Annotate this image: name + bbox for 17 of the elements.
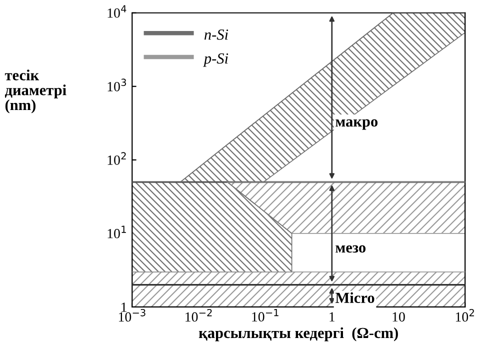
x-tick-label: 10$^{−2}$ bbox=[186, 308, 212, 322]
x-tick-label: 10 bbox=[392, 312, 405, 322]
annotation: Micro bbox=[335, 292, 374, 304]
annotation: мезо bbox=[336, 245, 366, 253]
legend-label: p-Si bbox=[203, 53, 228, 67]
y-tick-label: 1 bbox=[122, 302, 126, 312]
y-tick-label: 10$^{2}$ bbox=[108, 152, 126, 165]
y-tick-label: 10$^{1}$ bbox=[108, 226, 126, 238]
legend-label: n-Si bbox=[204, 29, 228, 40]
annotation: макро bbox=[336, 119, 378, 130]
x-axis-title: қарсылықты кедергі (Ω-cm) bbox=[198, 327, 398, 342]
x-tick-label: 10$^{2}$ bbox=[456, 308, 474, 322]
y-axis-title: тесік диаметрі (nm) bbox=[4, 70, 66, 114]
x-tick-label: 10$^{−1}$ bbox=[252, 308, 278, 322]
y-tick-label: 10$^{3}$ bbox=[108, 78, 126, 92]
y-tick-label: 10$^{4}$ bbox=[108, 5, 126, 18]
x-tick-label: 1 bbox=[330, 312, 335, 322]
